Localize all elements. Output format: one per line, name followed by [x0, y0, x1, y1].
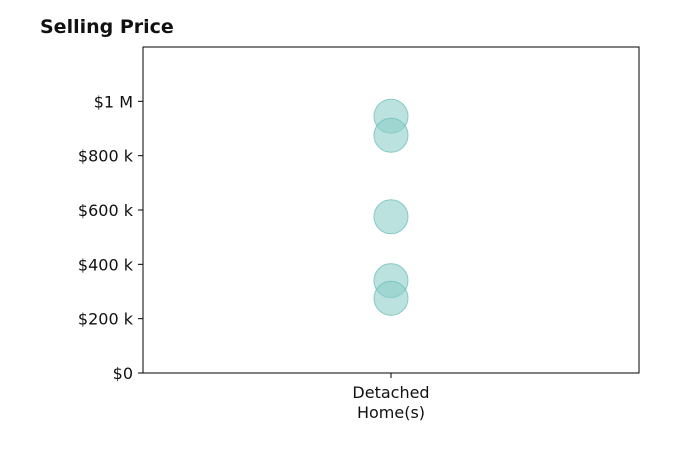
data-points — [373, 98, 409, 316]
x-axis: Detached Home(s) — [352, 373, 430, 422]
data-point — [373, 280, 409, 316]
y-tick-label: $800 k — [78, 147, 134, 166]
y-tick-label: $200 k — [78, 310, 134, 329]
y-tick-label: $600 k — [78, 201, 134, 220]
data-point — [373, 199, 409, 235]
data-point — [373, 117, 409, 153]
y-axis: $0 $200 k $400 k $600 k $800 k $1 M — [78, 92, 143, 383]
y-tick-label: $400 k — [78, 255, 134, 274]
x-tick-label: Detached Home(s) — [352, 383, 429, 422]
y-tick-label: $0 — [113, 364, 133, 383]
chart-title: Selling Price — [40, 16, 174, 38]
y-tick-label: $1 M — [94, 92, 133, 111]
